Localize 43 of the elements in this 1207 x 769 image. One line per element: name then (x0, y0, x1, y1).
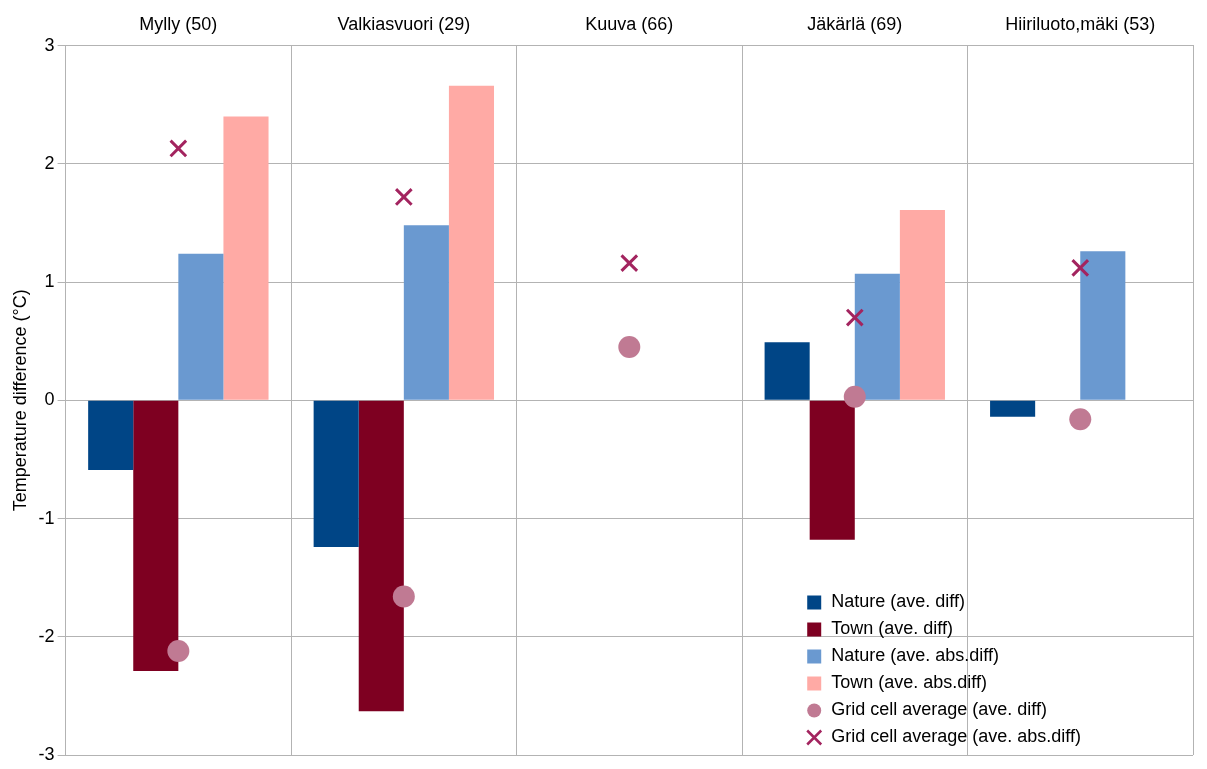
x-tick-label: Hiiriluoto,mäki (53) (1005, 13, 1156, 34)
bar (448, 85, 495, 400)
bar (133, 400, 179, 672)
point (843, 385, 866, 408)
bar (1080, 251, 1126, 400)
legend-label: Grid cell average (ave. abs.diff) (831, 726, 1082, 747)
bar (990, 400, 1036, 417)
y-tick-label: -1 (38, 507, 55, 528)
point (845, 308, 865, 327)
point (167, 639, 190, 662)
y-tick-label: 3 (44, 34, 55, 55)
bar (178, 253, 224, 400)
bar (403, 225, 449, 400)
legend-label: Town (ave. abs.diff) (831, 672, 987, 693)
bar (809, 400, 855, 540)
legend-label: Nature (ave. diff) (831, 591, 965, 612)
y-tick-label: -2 (38, 625, 55, 646)
x-tick-label: Mylly (50) (139, 13, 218, 34)
y-axis-title: Temperature difference (°C) (9, 289, 30, 512)
bar (899, 209, 945, 400)
x-tick-label: Jäkärlä (69) (807, 13, 903, 34)
bar (223, 116, 269, 400)
bar (358, 400, 404, 712)
point (169, 139, 188, 158)
y-tick-label: 2 (44, 152, 55, 173)
legend-label: Nature (ave. abs.diff) (831, 645, 999, 666)
legend-label: Town (ave. diff) (831, 618, 953, 639)
x-tick-label: Kuuva (66) (585, 13, 674, 34)
point (1070, 258, 1090, 278)
point (394, 187, 414, 207)
y-tick-label: -3 (38, 743, 55, 764)
bar (854, 273, 900, 400)
x-tick-label: Valkiasvuori (29) (337, 13, 471, 34)
bar (88, 400, 134, 471)
bar (764, 342, 810, 400)
point (618, 336, 641, 359)
y-tick-label: 1 (44, 271, 55, 292)
point (620, 253, 639, 273)
y-tick-label: 0 (44, 389, 55, 410)
bar (313, 400, 359, 547)
legend-label: Grid cell average (ave. diff) (831, 699, 1047, 720)
point (392, 585, 415, 608)
point (1069, 408, 1092, 431)
